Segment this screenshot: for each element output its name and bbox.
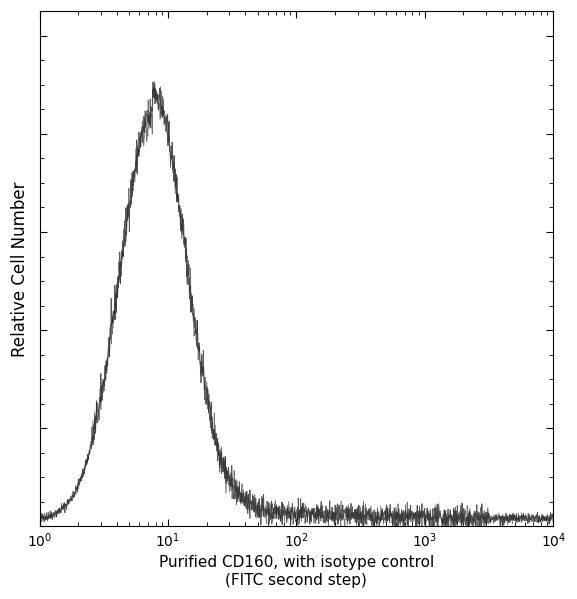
X-axis label: Purified CD160, with isotype control
(FITC second step): Purified CD160, with isotype control (FI… <box>159 555 434 588</box>
Y-axis label: Relative Cell Number: Relative Cell Number <box>11 181 29 356</box>
